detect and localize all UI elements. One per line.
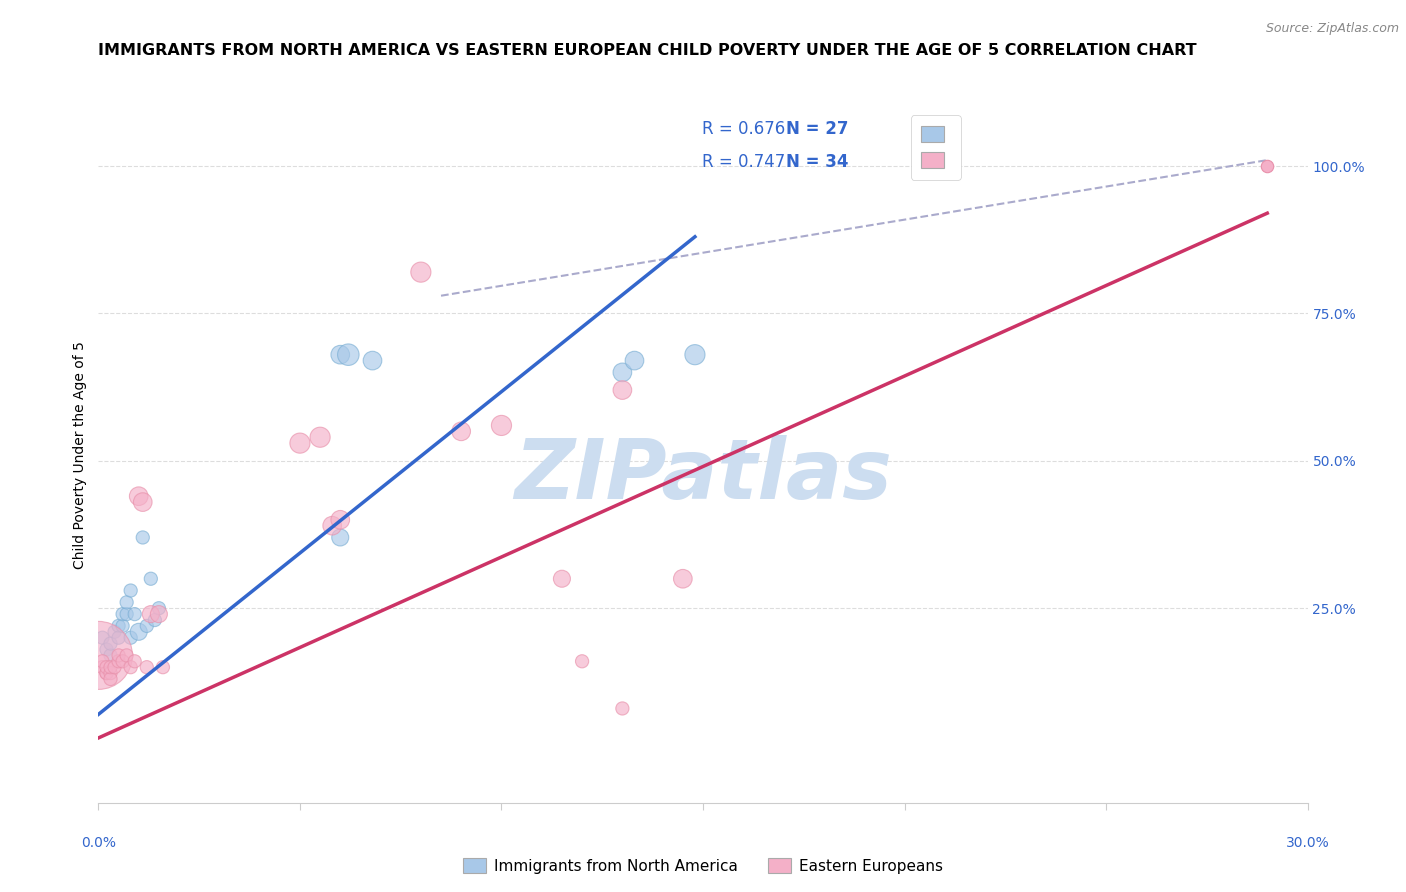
Point: [128, 624, 150, 639]
Point: [96, 660, 118, 674]
Point: [100, 637, 122, 651]
Y-axis label: Child Poverty Under the Age of 5: Child Poverty Under the Age of 5: [73, 341, 87, 569]
Point: [107, 631, 129, 645]
Point: [111, 619, 134, 633]
Point: [100, 666, 122, 681]
Point: [91, 631, 114, 645]
Point: [100, 648, 122, 663]
Point: [115, 607, 138, 621]
Point: [120, 631, 142, 645]
Point: [107, 648, 129, 663]
Point: [450, 425, 472, 439]
Point: [612, 383, 634, 397]
Point: [91, 660, 114, 674]
Point: [111, 654, 134, 668]
Point: [111, 607, 134, 621]
Point: [100, 660, 122, 674]
Point: [107, 654, 129, 668]
Point: [103, 660, 125, 674]
Point: [623, 353, 645, 368]
Point: [91, 654, 114, 668]
Text: N = 34: N = 34: [786, 153, 849, 171]
Point: [115, 648, 138, 663]
Point: [100, 672, 122, 686]
Point: [124, 607, 146, 621]
Point: [132, 495, 155, 509]
Point: [1256, 159, 1278, 173]
Point: [135, 660, 157, 674]
Point: [612, 701, 634, 715]
Text: 30.0%: 30.0%: [1285, 836, 1330, 850]
Point: [288, 436, 311, 450]
Legend: Immigrants from North America, Eastern Europeans: Immigrants from North America, Eastern E…: [457, 852, 949, 880]
Point: [361, 353, 384, 368]
Point: [148, 607, 170, 621]
Text: N = 27: N = 27: [786, 120, 849, 138]
Point: [337, 348, 360, 362]
Legend: , : ,: [911, 115, 960, 179]
Point: [103, 624, 125, 639]
Point: [148, 601, 170, 615]
Text: 0.0%: 0.0%: [82, 836, 115, 850]
Point: [139, 572, 162, 586]
Text: R = 0.747: R = 0.747: [702, 153, 785, 171]
Point: [571, 654, 593, 668]
Point: [107, 619, 129, 633]
Point: [612, 365, 634, 379]
Point: [329, 513, 352, 527]
Point: [87, 648, 110, 663]
Point: [115, 595, 138, 609]
Point: [309, 430, 332, 444]
Text: IMMIGRANTS FROM NORTH AMERICA VS EASTERN EUROPEAN CHILD POVERTY UNDER THE AGE OF: IMMIGRANTS FROM NORTH AMERICA VS EASTERN…: [98, 43, 1197, 58]
Point: [152, 660, 174, 674]
Point: [143, 613, 166, 627]
Point: [329, 531, 352, 545]
Point: [96, 666, 118, 681]
Point: [135, 619, 157, 633]
Point: [96, 666, 118, 681]
Point: [120, 660, 142, 674]
Text: ZIPatlas: ZIPatlas: [515, 435, 891, 516]
Point: [132, 531, 155, 545]
Text: R = 0.676: R = 0.676: [702, 120, 785, 138]
Point: [124, 654, 146, 668]
Point: [672, 572, 695, 586]
Point: [321, 518, 343, 533]
Text: Source: ZipAtlas.com: Source: ZipAtlas.com: [1265, 22, 1399, 36]
Point: [139, 607, 162, 621]
Point: [683, 348, 706, 362]
Point: [551, 572, 574, 586]
Point: [329, 348, 352, 362]
Point: [96, 642, 118, 657]
Point: [409, 265, 432, 279]
Point: [491, 418, 513, 433]
Point: [120, 583, 142, 598]
Point: [128, 489, 150, 503]
